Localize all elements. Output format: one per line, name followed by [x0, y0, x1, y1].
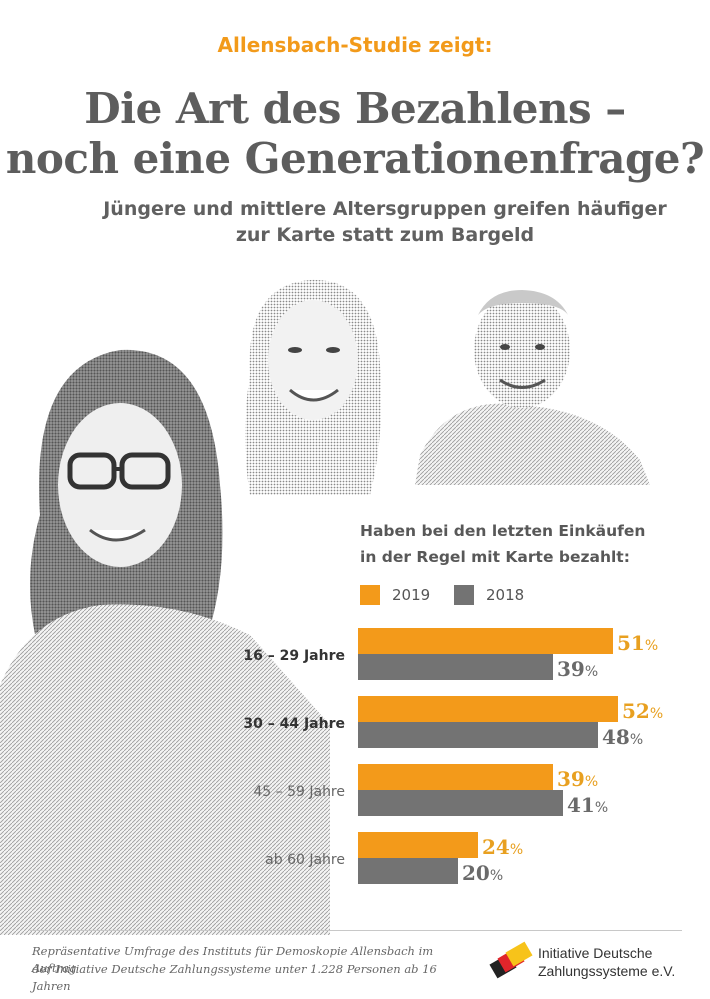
- chart-title-line-2: in der Regel mit Karte bezahlt:: [360, 548, 630, 566]
- value-label-2018-1: 48%: [602, 725, 643, 749]
- bar-chart: 16 – 29 Jahre 51% 39% 30 – 44 Jahre 52%48% 45…: [243, 628, 663, 885]
- value-label-2019-3: 24%: [482, 835, 523, 859]
- young-woman-portrait: [0, 349, 330, 935]
- bar-2019-1: [358, 696, 618, 722]
- title-line-2: noch eine Generationenfrage?: [5, 134, 705, 183]
- bar-2018-1: [358, 722, 598, 748]
- category-label-0: 16 – 29 Jahre: [243, 648, 345, 664]
- middle-woman-portrait: [245, 279, 382, 495]
- bar-2018-3: [358, 858, 458, 884]
- value-label-2018-3: 20%: [462, 861, 503, 885]
- older-man-portrait: [415, 290, 650, 485]
- logo-text-line-1: Initiative Deutsche: [538, 945, 653, 961]
- kicker: Allensbach-Studie zeigt:: [217, 33, 493, 57]
- subtitle-line-1: Jüngere und mittlere Altersgruppen greif…: [103, 198, 667, 220]
- source-note-line-2: der Initiative Deutsche Zahlungssysteme …: [32, 962, 437, 993]
- value-label-2018-2: 41%: [567, 793, 608, 817]
- category-label-3: ab 60 Jahre: [265, 852, 345, 868]
- footer-divider: [30, 930, 682, 931]
- title-line-1: Die Art des Bezahlens –: [84, 84, 626, 133]
- bar-2019-2: [358, 764, 553, 790]
- bar-2019-3: [358, 832, 478, 858]
- portrait-illustration: [0, 279, 650, 935]
- chart-title-line-1: Haben bei den letzten Einkäufen: [360, 522, 646, 540]
- category-label-2: 45 – 59 Jahre: [253, 784, 345, 800]
- value-label-2019-2: 39%: [557, 767, 598, 791]
- value-label-2019-1: 52%: [622, 699, 663, 723]
- logo-text-line-2: Zahlungssysteme e.V.: [538, 963, 676, 979]
- value-label-2018-0: 39%: [557, 657, 598, 681]
- ids-logo-icon: [489, 941, 533, 979]
- value-label-2019-0: 51%: [617, 631, 658, 655]
- bar-2018-0: [358, 654, 553, 680]
- source-note-line-1: Repräsentative Umfrage des Instituts für…: [32, 944, 434, 975]
- bar-2018-2: [358, 790, 563, 816]
- bar-2019-0: [358, 628, 613, 654]
- legend-swatch-2019: [360, 585, 380, 605]
- subtitle-line-2: zur Karte statt zum Bargeld: [235, 224, 535, 246]
- legend-label-2019: 2019: [392, 586, 431, 604]
- category-label-1: 30 – 44 Jahre: [243, 716, 345, 732]
- legend-label-2018: 2018: [486, 586, 525, 604]
- legend-swatch-2018: [454, 585, 474, 605]
